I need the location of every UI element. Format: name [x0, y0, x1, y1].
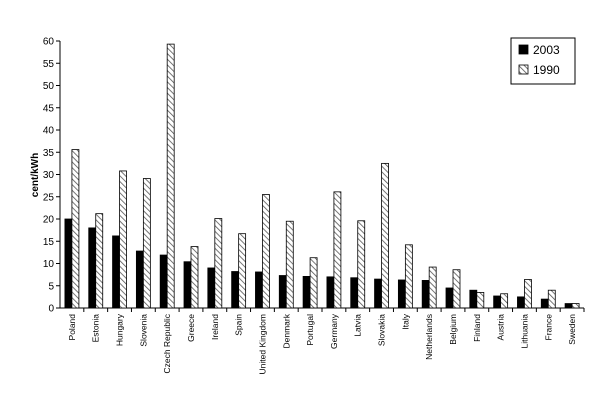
- x-category-label: Portugal: [305, 314, 315, 346]
- x-category-label: Spain: [234, 314, 244, 336]
- bar-2003-ireland: [207, 267, 216, 309]
- bar-1990-france: [547, 289, 556, 309]
- bar-1990-slovakia: [381, 162, 389, 309]
- bar-1990-portugal: [309, 257, 318, 309]
- plot-area: 0 5 10 15 20 25 30 35 40 45 50 55 60 Poland Estonia Hun…: [43, 37, 585, 374]
- y-tick-label: 25: [43, 192, 55, 203]
- bar-2003-czech-republic: [159, 254, 168, 309]
- bar-2003-denmark: [278, 275, 287, 309]
- x-category-label: Slovakia: [377, 314, 387, 346]
- bar-2003-hungary: [112, 235, 120, 309]
- bar-1990-united-kingdom: [262, 194, 270, 309]
- bar-2003-italy: [397, 279, 406, 309]
- bar-1990-slovenia: [142, 178, 151, 309]
- x-category-label: Greece: [186, 314, 196, 342]
- bar-2003-poland: [64, 218, 73, 309]
- x-category-label: Austria: [496, 314, 506, 341]
- bar-2003-germany: [326, 276, 335, 309]
- legend: 2003 1990: [510, 37, 576, 85]
- bar-2003-greece: [183, 261, 192, 309]
- bar-2003-spain: [231, 271, 240, 309]
- legend-label-1990: 1990: [533, 63, 560, 77]
- x-category-label: Italy: [400, 313, 410, 329]
- bar-1990-italy: [404, 244, 413, 309]
- x-category-label: United Kingdom: [257, 314, 267, 374]
- bar-2003-sweden: [564, 303, 573, 309]
- x-category-label: Denmark: [281, 313, 291, 348]
- bar-1990-lithuania: [524, 279, 532, 309]
- x-category-label: Latvia: [353, 314, 363, 337]
- x-category-label: Poland: [67, 314, 77, 341]
- legend-swatch-1990: [518, 64, 529, 75]
- bar-2003-belgium: [445, 287, 454, 309]
- x-category-label: Finland: [472, 314, 482, 342]
- bar-1990-ireland: [214, 218, 223, 309]
- x-category-label: Germany: [329, 313, 339, 349]
- y-tick-label: 55: [43, 59, 55, 70]
- bar-1990-estonia: [95, 213, 104, 309]
- x-category-label: Czech Republic: [162, 313, 172, 373]
- bar-1990-belgium: [452, 269, 461, 309]
- y-tick-label: 10: [43, 259, 55, 270]
- bar-2003-slovenia: [135, 250, 144, 309]
- y-tick-label: 0: [48, 304, 54, 315]
- y-axis-title: cent/kWh: [30, 153, 41, 197]
- x-category-label: France: [543, 314, 553, 341]
- bar-1990-poland: [71, 149, 80, 309]
- x-category-label: Ireland: [210, 314, 220, 340]
- y-tick-label: 45: [43, 103, 55, 114]
- bar-2003-france: [540, 298, 549, 309]
- bar-1990-germany: [333, 191, 342, 309]
- y-tick-label: 40: [43, 126, 55, 137]
- x-category-label: Lithuania: [519, 314, 529, 349]
- bar-2003-finland: [469, 289, 478, 309]
- x-category-label: Sweden: [567, 314, 577, 345]
- y-tick-label: 30: [43, 170, 55, 181]
- x-category-label: Belgium: [448, 314, 458, 345]
- x-category-label: Netherlands: [424, 314, 434, 360]
- x-category-label: Hungary: [115, 313, 125, 346]
- legend-swatch-2003: [518, 44, 529, 55]
- bar-2003-portugal: [302, 276, 311, 309]
- bar-1990-sweden: [571, 303, 580, 309]
- y-tick-label: 15: [43, 237, 55, 248]
- bar-1990-finland: [476, 292, 485, 309]
- bar-1990-spain: [238, 233, 247, 309]
- bar-2003-austria: [493, 295, 502, 309]
- y-tick-label: 60: [43, 37, 55, 48]
- x-category-label: Estonia: [91, 314, 101, 343]
- bar-2003-lithuania: [517, 296, 525, 309]
- y-tick-label: 20: [43, 215, 55, 226]
- bar-2003-latvia: [350, 277, 359, 309]
- bar-2003-slovakia: [374, 278, 382, 309]
- bar-1990-greece: [190, 246, 199, 309]
- x-category-label: Slovenia: [138, 314, 148, 347]
- bar-1990-latvia: [357, 220, 366, 309]
- y-tick-label: 35: [43, 148, 55, 159]
- bar-2003-united-kingdom: [255, 271, 263, 309]
- bar-1990-netherlands: [428, 266, 437, 309]
- y-tick-label: 50: [43, 81, 55, 92]
- bar-1990-hungary: [119, 170, 127, 309]
- bar-1990-austria: [500, 293, 509, 309]
- bar-2003-estonia: [88, 227, 97, 309]
- bar-2003-netherlands: [421, 280, 430, 309]
- bar-1990-denmark: [285, 220, 294, 309]
- legend-label-2003: 2003: [533, 43, 560, 57]
- bar-1990-czech-republic: [166, 43, 175, 309]
- y-tick-label: 5: [48, 281, 54, 292]
